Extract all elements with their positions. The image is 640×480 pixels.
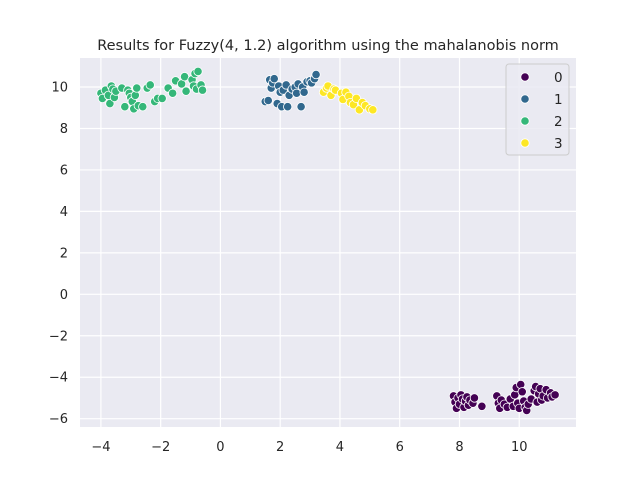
legend-label-2: 2 xyxy=(554,114,563,130)
legend-marker-1 xyxy=(520,94,530,104)
point-cluster-2-35 xyxy=(193,66,203,77)
point-cluster-1-1 xyxy=(263,95,273,106)
legend-label-1: 1 xyxy=(554,92,563,108)
point-cluster-0-28 xyxy=(517,387,527,397)
x-tick-label-6: 8 xyxy=(455,440,463,455)
point-cluster-2-24 xyxy=(157,93,167,104)
y-tick-label-1: −4 xyxy=(49,371,68,386)
point-cluster-1-25 xyxy=(311,69,321,80)
y-tick-label-7: 8 xyxy=(60,122,68,137)
legend-label-3: 3 xyxy=(554,136,563,152)
point-cluster-2-4 xyxy=(105,99,115,109)
x-tick-label-3: 2 xyxy=(276,440,284,455)
plot-area xyxy=(80,58,576,427)
point-cluster-0-14 xyxy=(477,401,487,411)
point-cluster-2-30 xyxy=(181,86,191,96)
y-tick-label-0: −6 xyxy=(49,412,68,427)
x-tick-label-2: 0 xyxy=(216,440,224,455)
x-tick-label-1: −2 xyxy=(151,440,170,455)
chart-title: Results for Fuzzy(4, 1.2) algorithm usin… xyxy=(97,38,559,54)
point-cluster-1-18 xyxy=(296,102,306,112)
legend-marker-0 xyxy=(520,72,530,82)
x-axis-ticks: −4 −2 0 2 4 6 8 10 xyxy=(91,440,527,455)
y-tick-label-6: 6 xyxy=(60,163,68,178)
legend-marker-3 xyxy=(520,138,530,148)
x-tick-label-5: 6 xyxy=(396,440,404,455)
point-cluster-1-12 xyxy=(283,102,293,112)
point-cluster-2-10 xyxy=(120,102,130,112)
y-axis-ticks: −6 −4 −2 0 2 4 6 8 10 xyxy=(49,81,68,428)
x-tick-label-7: 10 xyxy=(511,440,528,455)
x-tick-label-0: −4 xyxy=(91,440,110,455)
data-points xyxy=(96,66,560,416)
legend-box xyxy=(505,63,570,156)
y-tick-label-3: 0 xyxy=(60,288,68,303)
legend: 0 1 2 3 xyxy=(505,63,570,156)
y-tick-label-2: −2 xyxy=(49,329,68,344)
y-tick-label-4: 2 xyxy=(60,246,68,261)
point-cluster-2-19 xyxy=(138,102,148,112)
point-cluster-0-13 xyxy=(469,393,480,403)
y-tick-label-8: 10 xyxy=(51,81,68,96)
x-tick-label-4: 4 xyxy=(336,440,344,455)
point-cluster-2-21 xyxy=(145,80,155,90)
y-tick-label-5: 4 xyxy=(60,205,68,220)
point-cluster-2-26 xyxy=(168,88,178,98)
point-cluster-2-17 xyxy=(132,83,142,93)
legend-marker-2 xyxy=(520,116,530,126)
point-cluster-2-37 xyxy=(197,85,208,95)
point-cluster-3-17 xyxy=(368,105,378,115)
point-cluster-0-45 xyxy=(550,390,560,400)
point-cluster-1-20 xyxy=(299,87,309,97)
point-cluster-1-5 xyxy=(269,74,279,84)
legend-label-0: 0 xyxy=(554,70,563,86)
